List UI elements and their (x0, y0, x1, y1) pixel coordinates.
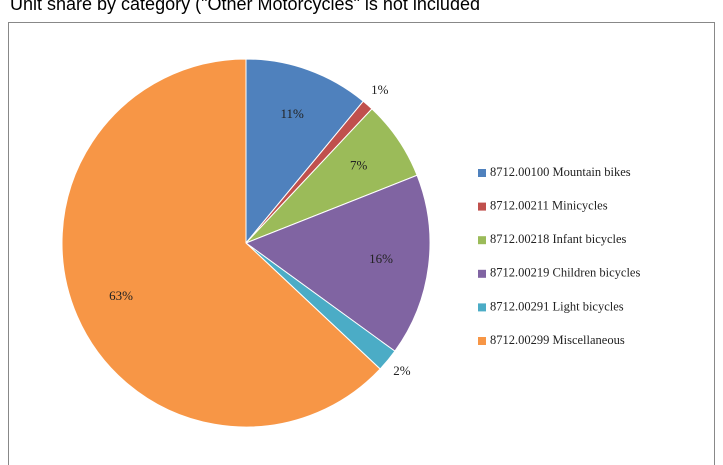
pie-slice (61, 58, 381, 428)
data-label: 1% (371, 82, 389, 97)
legend-swatch (478, 202, 486, 211)
legend-label: 8712.00218 Infant bicycles (490, 232, 627, 246)
legend-swatch (478, 269, 486, 278)
legend-swatch (478, 169, 486, 177)
legend-label: 8712.00219 Children bicycles (490, 266, 640, 280)
legend-label: 8712.00100 Mountain bikes (490, 165, 631, 179)
legend-swatch (478, 303, 486, 312)
legend-swatch (478, 337, 486, 345)
pie-slice (244, 174, 431, 352)
legend-label: 8712.00211 Minicycles (490, 198, 608, 212)
chart-frame (8, 22, 715, 465)
pie-slice (245, 58, 364, 245)
data-label: 7% (350, 157, 368, 172)
data-label: 63% (109, 288, 133, 303)
data-label: 11% (280, 106, 304, 121)
legend-swatch (478, 236, 486, 245)
legend-label: 8712.00291 Light bicycles (490, 299, 624, 313)
chart-title: Unit share by category ("Other Motorcycl… (10, 0, 480, 14)
data-label: 16% (369, 251, 393, 266)
data-label: 2% (393, 363, 411, 378)
legend-label: 8712.00299 Miscellaneous (490, 333, 625, 347)
